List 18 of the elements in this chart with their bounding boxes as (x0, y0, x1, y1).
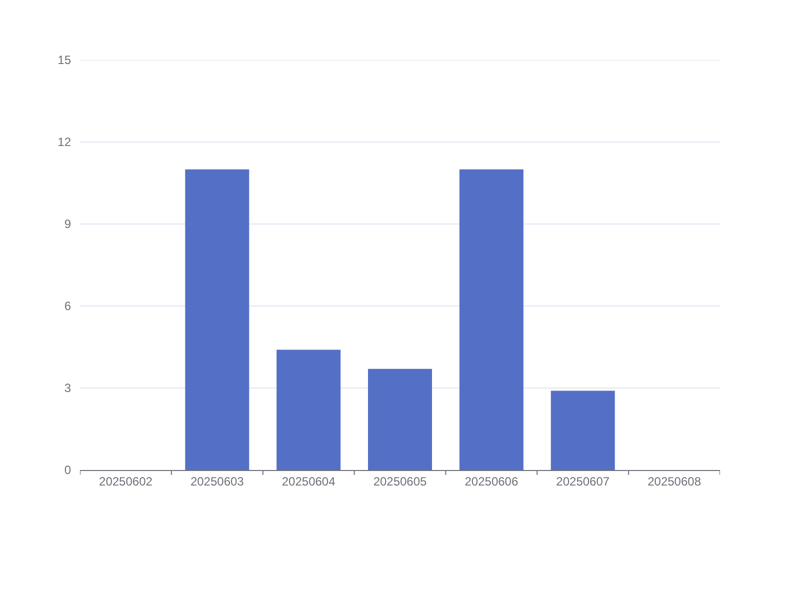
x-tick-label: 20250605 (373, 474, 428, 488)
bar (185, 169, 250, 470)
bar (368, 368, 432, 470)
y-tick-label: 15 (58, 53, 72, 68)
y-tick-label: 9 (64, 217, 72, 232)
bar (459, 169, 524, 470)
bar (276, 350, 341, 470)
x-tick-label: 20250604 (282, 474, 336, 488)
x-tick-label: 20250608 (648, 474, 702, 488)
y-tick-label: 12 (58, 135, 72, 150)
y-tick-label: 6 (64, 299, 72, 314)
x-tick-label: 20250602 (99, 474, 153, 488)
y-tick-label: 3 (64, 381, 72, 396)
x-tick-label: 20250606 (464, 474, 518, 488)
x-tick-label: 20250603 (190, 474, 244, 488)
x-tick-label: 20250607 (556, 474, 610, 488)
y-tick-label: 0 (64, 463, 72, 478)
bar (550, 390, 615, 470)
